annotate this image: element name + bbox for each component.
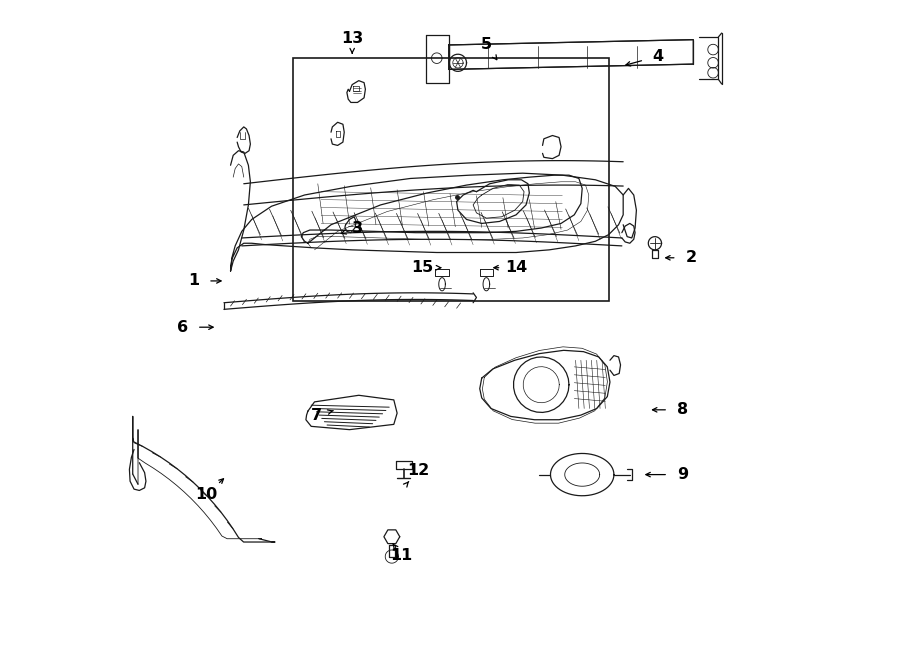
Text: 2: 2 [686,251,697,265]
Text: 11: 11 [391,548,413,563]
Text: 6: 6 [176,320,188,334]
Text: 10: 10 [195,487,218,502]
Text: 1: 1 [188,274,199,288]
Text: 9: 9 [677,467,688,482]
Text: 15: 15 [411,260,434,275]
Text: 13: 13 [341,31,364,46]
Text: 3: 3 [352,221,363,235]
Text: 7: 7 [310,408,322,422]
Text: 8: 8 [677,403,688,417]
Text: 14: 14 [505,260,527,275]
Text: 5: 5 [481,38,492,52]
Bar [292,58,608,301]
Text: 12: 12 [407,463,429,478]
Text: 4: 4 [652,49,664,63]
